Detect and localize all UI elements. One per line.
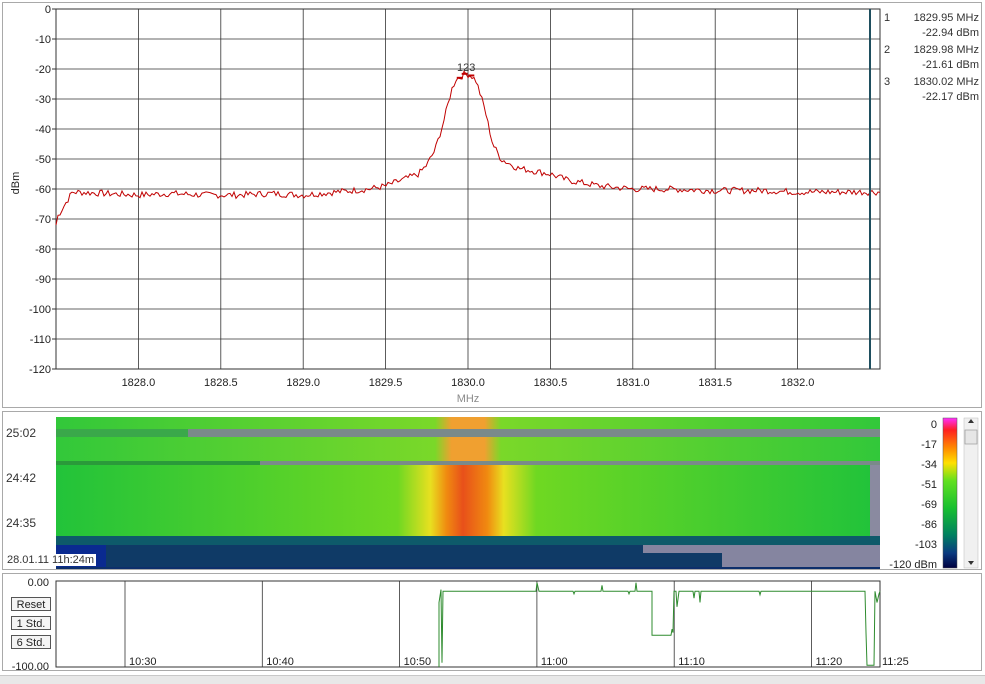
- x-tick-label: 1828.0: [122, 377, 156, 389]
- waterfall-band: [260, 461, 880, 465]
- waterfall-time-label: 25:02: [6, 426, 37, 440]
- y-tick-label: -60: [35, 184, 51, 196]
- x-tick-label: 1831.0: [616, 377, 650, 389]
- timeline-x-tick-label: 11:10: [678, 656, 705, 668]
- y-tick-label: -50: [35, 154, 51, 166]
- marker-level: -22.17 dBm: [922, 91, 979, 103]
- color-scale-label: -69: [921, 499, 937, 511]
- timeline-chart[interactable]: 10:30 10:40 10:50 11:00 11:10 11:20 11:25 0.00…: [3, 574, 983, 673]
- spectrum-chart[interactable]: 0 -10 -20 -30 -40 -50 -60 -70 -80 -90 -100 -110 -120…: [3, 3, 983, 409]
- color-scale-label: 0: [931, 419, 937, 431]
- marker-frequency: 1829.95 MHz: [914, 12, 979, 24]
- x-tick-label: 1829.0: [286, 377, 320, 389]
- waterfall-panel: 0 -17 -34 -51 -69 -86 -103 -120 dBm 25:02 24:42…: [2, 411, 983, 571]
- x-tick-label: 1830.5: [534, 377, 568, 389]
- timeline-x-tick-label: 11:25: [882, 656, 909, 668]
- timeline-y-bottom: -100.00: [12, 661, 49, 673]
- reset-button[interactable]: Reset: [11, 597, 51, 611]
- marker-number: 3: [884, 76, 890, 88]
- timeline-y-top: 0.00: [28, 577, 49, 589]
- y-tick-label: 0: [45, 4, 51, 16]
- waterfall-band: [56, 429, 188, 437]
- timeline-x-tick-label: 10:30: [129, 656, 157, 668]
- y-tick-label: -100: [29, 304, 51, 316]
- timeline-panel: 10:30 10:40 10:50 11:00 11:10 11:20 11:25 0.00…: [2, 573, 983, 673]
- scroll-up-icon[interactable]: [968, 419, 974, 423]
- spectrum-x-ticks: 1828.0 1828.5 1829.0 1829.5 1830.0 1830.5 1831…: [122, 377, 815, 389]
- one-std-button[interactable]: 1 Std.: [11, 616, 51, 630]
- color-scale-label: -120 dBm: [889, 559, 937, 571]
- color-scale-label: -17: [921, 439, 937, 451]
- spectrum-trace: [55, 70, 881, 226]
- six-std-button[interactable]: 6 Std.: [11, 635, 51, 649]
- waterfall-start-label: 28.01.11 11h:24m: [5, 554, 97, 566]
- y-tick-label: -10: [35, 34, 51, 46]
- waterfall-scroll-thumb[interactable]: [964, 429, 978, 445]
- y-tick-label: -40: [35, 124, 51, 136]
- color-scale-label: -34: [921, 459, 937, 471]
- y-tick-label: -80: [35, 244, 51, 256]
- timeline-x-tick-label: 11:20: [816, 656, 843, 668]
- timeline-x-tick-label: 11:00: [541, 656, 568, 668]
- scroll-down-icon[interactable]: [968, 561, 974, 565]
- y-axis-label: dBm: [10, 172, 22, 195]
- marker-readouts: 1 1829.95 MHz -22.94 dBm 2 1829.98 MHz -21.61…: [884, 12, 979, 103]
- color-scale-labels: 0 -17 -34 -51 -69 -86 -103 -120 dBm: [889, 419, 937, 571]
- y-tick-label: -30: [35, 94, 51, 106]
- color-scale-bar: [942, 417, 958, 569]
- waterfall-band: [643, 545, 880, 553]
- color-scale-label: -51: [921, 479, 937, 491]
- x-tick-label: 1829.5: [369, 377, 403, 389]
- x-tick-label: 1832.0: [781, 377, 815, 389]
- timeline-x-ticks: 10:30 10:40 10:50 11:00 11:10 11:20 11:25: [129, 656, 909, 668]
- marker-frequency: 1829.98 MHz: [914, 44, 979, 56]
- x-tick-label: 1828.5: [204, 377, 238, 389]
- waterfall-band: [188, 429, 880, 437]
- timeline-x-tick-label: 10:40: [266, 656, 294, 668]
- x-axis-label: MHz: [457, 393, 480, 405]
- waterfall-scrollbar[interactable]: [963, 417, 979, 569]
- marker-level: -21.61 dBm: [922, 59, 979, 71]
- marker-level: -22.94 dBm: [922, 27, 979, 39]
- color-scale-label: -103: [915, 539, 937, 551]
- y-tick-label: -110: [30, 334, 51, 346]
- color-scale-label: -86: [921, 519, 937, 531]
- marker-number: 1: [884, 12, 890, 24]
- waterfall-band: [870, 465, 880, 536]
- spectrum-y-ticks: 0 -10 -20 -30 -40 -50 -60 -70 -80 -90 -100 -110 -120: [29, 4, 56, 376]
- x-tick-label: 1830.0: [451, 377, 485, 389]
- y-tick-label: -70: [35, 214, 51, 226]
- spectrum-panel: 0 -10 -20 -30 -40 -50 -60 -70 -80 -90 -100 -110 -120…: [2, 2, 982, 408]
- waterfall-band: [106, 545, 722, 567]
- waterfall-band: [56, 536, 880, 545]
- waterfall-time-label: 24:35: [6, 516, 37, 530]
- waterfall-band: [56, 461, 260, 465]
- y-tick-label: -90: [35, 274, 51, 286]
- peak-marker-label: 123: [457, 62, 475, 74]
- marker-number: 2: [884, 44, 890, 56]
- waterfall-band: [56, 437, 880, 461]
- waterfall-main-band: [56, 465, 870, 536]
- timeline-trace: [438, 582, 881, 667]
- marker-frequency: 1830.02 MHz: [914, 76, 979, 88]
- status-bar: [0, 675, 985, 684]
- timeline-x-tick-label: 10:50: [404, 656, 432, 668]
- y-tick-label: -20: [35, 64, 51, 76]
- waterfall-chart[interactable]: 0 -17 -34 -51 -69 -86 -103 -120 dBm: [3, 412, 983, 571]
- marker-dots: [456, 72, 475, 79]
- x-tick-label: 1831.5: [698, 377, 732, 389]
- waterfall-band: [56, 417, 880, 430]
- waterfall-time-label: 24:42: [6, 471, 37, 485]
- timeline-plot-area[interactable]: [55, 580, 881, 668]
- y-tick-label: -120: [29, 364, 51, 376]
